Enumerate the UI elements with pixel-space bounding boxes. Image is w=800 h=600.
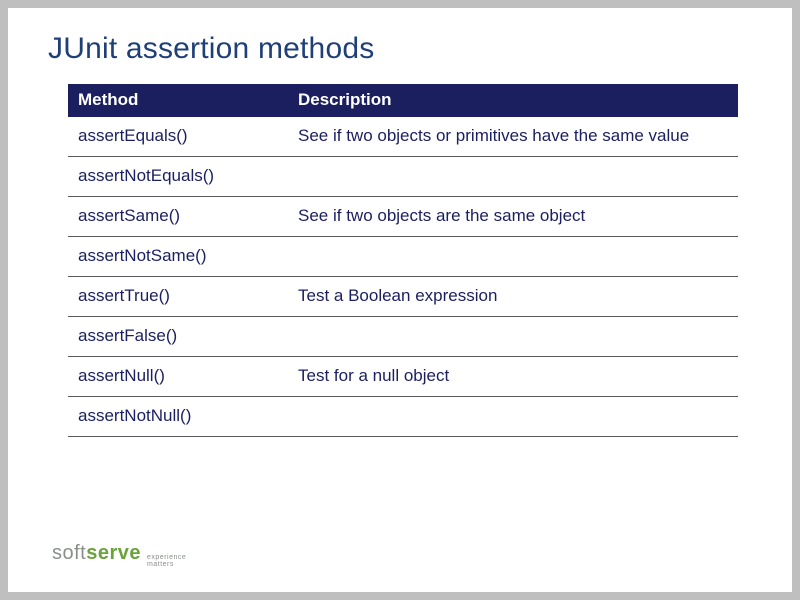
cell-method: assertNotNull()	[68, 396, 288, 436]
table-row: assertSame() See if two objects are the …	[68, 196, 738, 236]
cell-method: assertNotSame()	[68, 236, 288, 276]
logo-serve: serve	[86, 542, 141, 564]
page-title: JUnit assertion methods	[48, 32, 752, 66]
assertion-table: Method Description assertEquals() See if…	[68, 84, 738, 437]
col-header-description: Description	[288, 84, 738, 117]
col-header-method: Method	[68, 84, 288, 117]
cell-description	[288, 396, 738, 436]
table-row: assertTrue() Test a Boolean expression	[68, 276, 738, 316]
cell-description	[288, 316, 738, 356]
cell-description: Test for a null object	[288, 356, 738, 396]
cell-description	[288, 156, 738, 196]
table-row: assertNotSame()	[68, 236, 738, 276]
cell-method: assertTrue()	[68, 276, 288, 316]
cell-description: Test a Boolean expression	[288, 276, 738, 316]
cell-method: assertSame()	[68, 196, 288, 236]
cell-method: assertFalse()	[68, 316, 288, 356]
logo: softserve experience matters	[52, 542, 186, 570]
logo-tagline: experience matters	[147, 554, 186, 570]
table-row: assertFalse()	[68, 316, 738, 356]
cell-description: See if two objects or primitives have th…	[288, 117, 738, 157]
table-row: assertEquals() See if two objects or pri…	[68, 117, 738, 157]
table-row: assertNotEquals()	[68, 156, 738, 196]
table-header-row: Method Description	[68, 84, 738, 117]
logo-tag-line2: matters	[147, 561, 174, 568]
cell-description	[288, 236, 738, 276]
cell-method: assertNull()	[68, 356, 288, 396]
slide: JUnit assertion methods Method Descripti…	[8, 8, 792, 592]
cell-method: assertEquals()	[68, 117, 288, 157]
logo-wordmark: softserve	[52, 542, 141, 565]
table-row: assertNull() Test for a null object	[68, 356, 738, 396]
table-row: assertNotNull()	[68, 396, 738, 436]
table-body: assertEquals() See if two objects or pri…	[68, 117, 738, 437]
cell-description: See if two objects are the same object	[288, 196, 738, 236]
cell-method: assertNotEquals()	[68, 156, 288, 196]
logo-tag-line1: experience	[147, 554, 186, 561]
logo-soft: soft	[52, 542, 86, 564]
